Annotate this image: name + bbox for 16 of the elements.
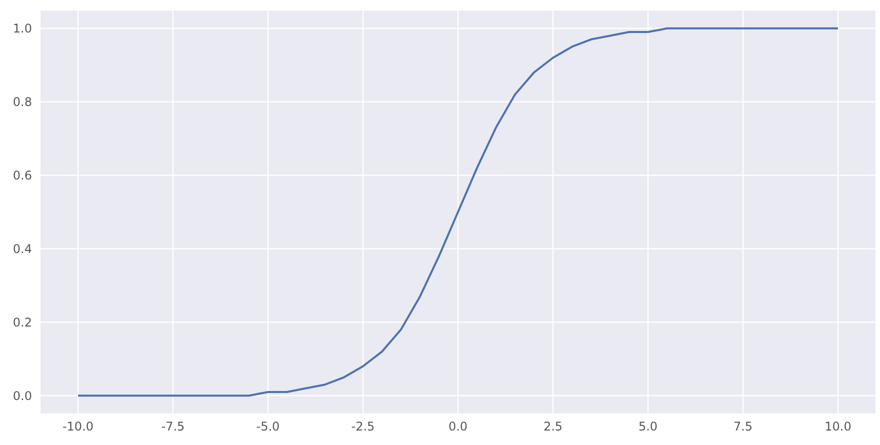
y-tick-label: 0.0 — [12, 388, 32, 403]
y-tick-label: 0.8 — [12, 95, 32, 110]
x-tick-label: -2.5 — [351, 420, 375, 434]
x-tick-label: 10.0 — [824, 420, 852, 434]
y-tick-label: 0.2 — [12, 315, 32, 330]
x-tick-label: 5.0 — [638, 420, 658, 434]
x-tick-label: -10.0 — [62, 420, 94, 434]
x-tick-label: -5.0 — [256, 420, 280, 434]
y-tick-label: 0.4 — [12, 242, 32, 256]
x-tick-label: 2.5 — [543, 420, 563, 434]
x-tick-label: 0.0 — [448, 420, 468, 434]
y-tick-label: 0.6 — [12, 168, 32, 183]
line-series — [77, 27, 839, 397]
y-tick-label: 1.0 — [12, 22, 32, 36]
x-tick-label: 7.5 — [733, 420, 753, 434]
x-tick-label: -7.5 — [161, 420, 185, 434]
